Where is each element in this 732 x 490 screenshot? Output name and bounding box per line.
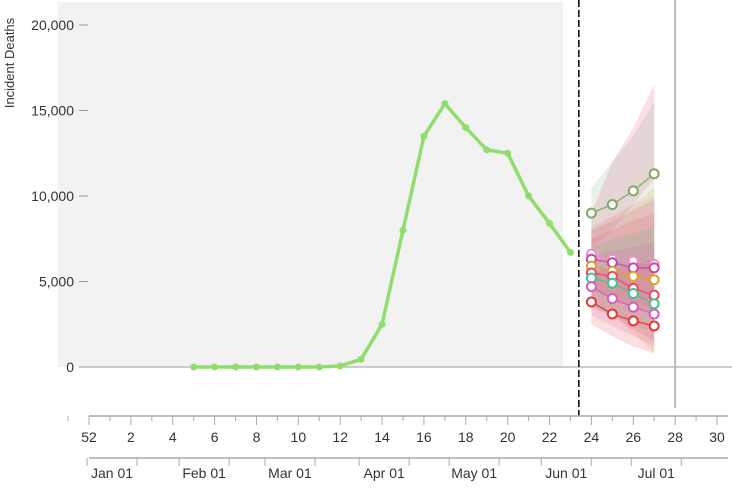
observed-point [525, 192, 533, 200]
y-tick-label: 5,000 [39, 274, 74, 290]
forecast-band [591, 101, 655, 273]
forecast-line [591, 285, 655, 315]
forecast-point [585, 207, 597, 219]
week-tick-label: 24 [584, 429, 600, 445]
forecast-point [648, 308, 660, 320]
month-tick-label: May 01 [451, 465, 497, 481]
observed-point [420, 132, 428, 140]
forecast-line [591, 258, 655, 269]
month-tick-label: Mar 01 [268, 465, 312, 481]
week-tick-label: 26 [625, 429, 641, 445]
y-tick-label: 20,000 [31, 17, 74, 33]
observed-point [211, 363, 219, 371]
week-tick-label: 14 [374, 429, 390, 445]
y-tick-label: 0 [66, 359, 74, 375]
forecast-line [591, 277, 655, 305]
forecast-point [627, 270, 639, 282]
forecast-point [648, 262, 660, 274]
week-tick-label: 28 [667, 429, 683, 445]
forecast-line [591, 265, 655, 281]
forecast-point [606, 277, 618, 289]
week-tick-label: 16 [416, 429, 432, 445]
forecast-point [648, 274, 660, 286]
observed-point [232, 363, 240, 371]
forecast-point [627, 301, 639, 313]
week-tick-label: 18 [458, 429, 474, 445]
observed-point [336, 362, 344, 370]
month-tick-label: Jun 01 [545, 465, 587, 481]
week-tick-label: 6 [211, 429, 219, 445]
week-tick-label: 20 [500, 429, 516, 445]
forecast-point [606, 293, 618, 305]
forecast-point [627, 185, 639, 197]
week-tick-label: 30 [709, 429, 725, 445]
observed-point [483, 146, 491, 154]
forecast-point [585, 281, 597, 293]
observed-region [57, 2, 563, 367]
observed-point [190, 363, 198, 371]
week-tick-label: 12 [332, 429, 348, 445]
month-tick-label: Feb 01 [182, 465, 226, 481]
week-tick-label: 2 [127, 429, 135, 445]
observed-point [546, 219, 554, 227]
week-tick-label: 52 [81, 429, 97, 445]
forecast-point [648, 298, 660, 310]
observed-point [273, 363, 281, 371]
forecast-line [591, 272, 655, 296]
observed-point [315, 363, 323, 371]
observed-point [294, 363, 302, 371]
forecast-band [591, 196, 655, 308]
forecast-line [591, 253, 655, 266]
y-tick-label: 10,000 [31, 188, 74, 204]
forecast-point [606, 199, 618, 211]
observed-point [566, 248, 574, 256]
month-tick-label: Jul 01 [638, 465, 676, 481]
y-axis-label: Incident Deaths [2, 17, 17, 108]
observed-point [399, 226, 407, 234]
observed-point [504, 149, 512, 157]
week-tick-label: 10 [291, 429, 307, 445]
week-tick-label: 22 [542, 429, 558, 445]
y-tick-label: 15,000 [31, 103, 74, 119]
week-tick-label: 8 [253, 429, 261, 445]
forecast-point [606, 308, 618, 320]
forecast-point [648, 168, 660, 180]
forecast-point [627, 287, 639, 299]
observed-point [378, 320, 386, 328]
forecast-point [648, 320, 660, 332]
forecast-point [585, 296, 597, 308]
month-tick-label: Apr 01 [364, 465, 405, 481]
observed-point [252, 363, 260, 371]
observed-point [462, 124, 470, 132]
month-tick-label: Jan 01 [91, 465, 133, 481]
forecast-line [591, 301, 655, 327]
observed-point [441, 100, 449, 108]
forecast-line [591, 173, 655, 214]
observed-point [357, 355, 365, 363]
week-tick-label: 4 [169, 429, 177, 445]
forecast-point [627, 315, 639, 327]
